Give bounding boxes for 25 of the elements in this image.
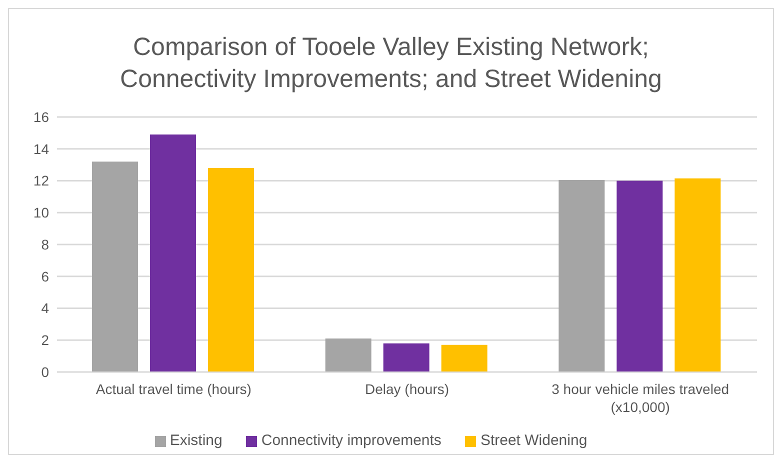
x-tick-label: Delay (hours) [364, 381, 450, 397]
bar [674, 178, 721, 372]
y-tick-label: 0 [41, 364, 50, 380]
y-tick-label: 4 [41, 300, 50, 316]
bar [150, 134, 196, 372]
y-tick-label: 14 [33, 140, 50, 157]
legend-label: Existing [170, 432, 222, 449]
bar [616, 180, 663, 372]
bar [558, 180, 605, 372]
bar [383, 343, 430, 372]
y-tick-label: 10 [33, 204, 50, 221]
x-tick-label: Actual travel time (hours) [96, 381, 252, 397]
y-tick-label: 8 [41, 236, 50, 252]
y-tick-label: 16 [33, 108, 50, 125]
legend-label: Street Widening [480, 432, 588, 449]
x-tick-label: 3 hour vehicle miles traveled (x10,000) [552, 381, 730, 415]
bar [441, 344, 488, 372]
chart-title: Comparison of Tooele Valley Existing Network; Connectivity Improvements; and Street Widening [119, 32, 663, 95]
y-tick-label: 6 [41, 268, 50, 284]
bar [92, 162, 138, 372]
bar [208, 168, 254, 372]
y-tick-label: 2 [41, 332, 50, 348]
legend-label: Connectivity improvements [261, 432, 442, 449]
bar [325, 338, 372, 372]
y-tick-label: 12 [33, 172, 50, 189]
